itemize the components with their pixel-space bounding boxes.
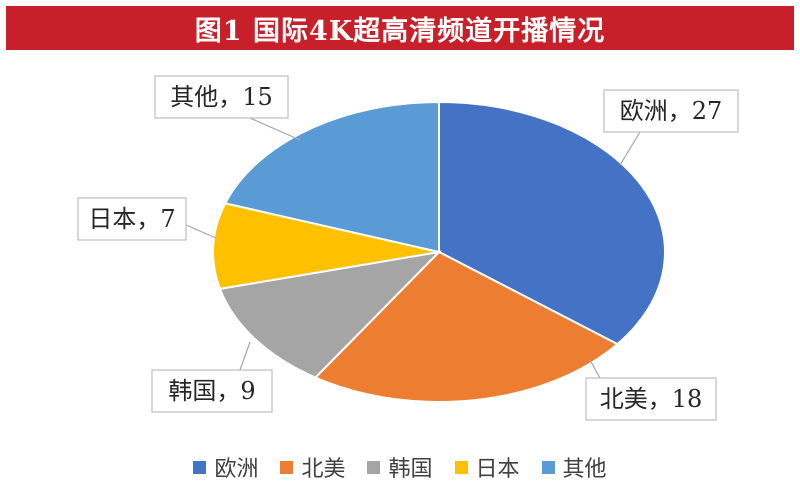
title-bar: 图1 国际4K超高清频道开播情况 [6, 6, 794, 50]
callout-box-north-america [585, 377, 717, 421]
legend-label-korea: 韩国 [388, 457, 433, 482]
data-label-other: 其他，15 [170, 83, 273, 111]
pie-slices [212, 100, 666, 403]
legend-item-japan: 日本 [454, 451, 520, 483]
legend-swatch-korea [367, 460, 381, 474]
leader-line-japan [185, 224, 217, 239]
data-label-korea: 韩国，9 [168, 377, 255, 405]
legend-label-europe: 欧洲 [214, 457, 259, 482]
data-label-north-america: 北美，18 [600, 385, 703, 413]
legend-label-north-america: 北美 [301, 457, 346, 482]
pie-slice-north-america [313, 250, 620, 403]
legend-label-japan: 日本 [475, 457, 520, 482]
leader-line-korea [239, 341, 251, 371]
data-label-europe: 欧洲，27 [620, 97, 723, 125]
legend-label-other: 其他 [562, 457, 607, 482]
legend-swatch-other [541, 460, 555, 474]
pie-slice-japan [212, 202, 440, 290]
pie-slice-other [223, 100, 440, 254]
callout-box-japan [77, 197, 187, 241]
legend: 欧洲 北美 韩国 日本 其他 [0, 450, 800, 484]
data-label-japan: 日本，7 [88, 205, 175, 233]
leader-line-north-america [589, 359, 601, 379]
pie-slice-korea [218, 250, 442, 379]
leader-line-other [249, 117, 301, 141]
legend-swatch-europe [193, 460, 207, 474]
data-labels: 欧洲，27 北美，18 韩国，9 日本，7 其他，15 [77, 75, 739, 421]
callout-box-korea [151, 369, 273, 413]
leader-line-europe [619, 131, 641, 166]
callout-box-other [154, 75, 289, 119]
chart-title: 图1 国际4K超高清频道开播情况 [194, 15, 606, 47]
callout-box-europe [603, 89, 739, 133]
legend-item-korea: 韩国 [367, 451, 433, 483]
legend-item-north-america: 北美 [280, 451, 345, 483]
legend-swatch-japan [454, 460, 468, 474]
legend-item-europe: 欧洲 [193, 451, 258, 483]
legend-swatch-north-america [280, 460, 294, 474]
legend-item-other: 其他 [541, 451, 607, 483]
pie-slice-europe [438, 100, 666, 346]
